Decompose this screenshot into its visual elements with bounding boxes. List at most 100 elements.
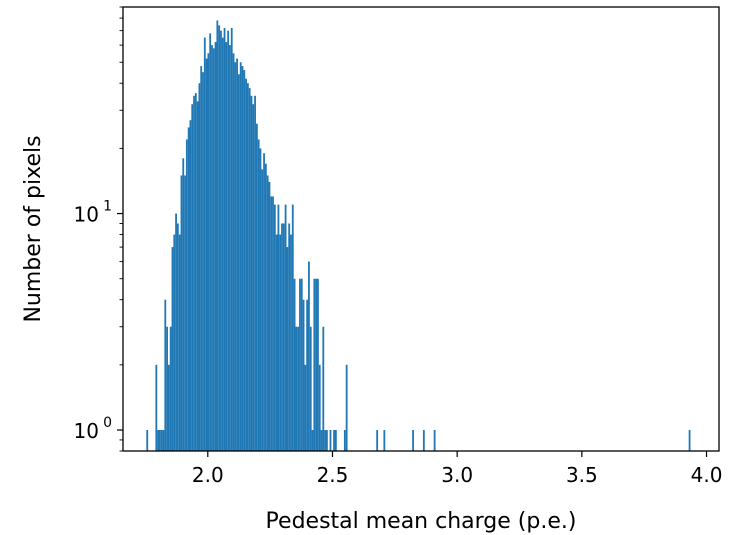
histogram-bar <box>309 326 312 451</box>
histogram-bar <box>302 299 305 451</box>
histogram-bar <box>184 175 186 451</box>
x-tick-label: 2.0 <box>192 463 224 487</box>
x-axis-ticks: 2.0 2.5 3.0 3.5 4.0 <box>192 451 722 487</box>
histogram-bar <box>176 223 179 451</box>
histogram-bar <box>264 163 267 451</box>
histogram-bar <box>333 430 335 451</box>
histogram-bar <box>286 247 289 451</box>
histogram-bar <box>322 326 325 451</box>
histogram-bar <box>252 104 255 452</box>
histogram-bar <box>343 430 346 451</box>
histogram-bar <box>182 158 185 452</box>
histogram-bar <box>232 53 235 452</box>
histogram-bar <box>291 204 294 451</box>
histogram-bar <box>239 62 242 451</box>
histogram-bars <box>146 20 691 452</box>
histogram-bar <box>220 30 222 451</box>
histogram-bar <box>279 234 282 451</box>
histogram-bar <box>221 37 224 452</box>
histogram-bar <box>433 430 436 451</box>
histogram-bar <box>304 364 307 451</box>
histogram-bar <box>383 430 386 451</box>
histogram-bar <box>315 278 318 451</box>
histogram-bar <box>155 364 158 451</box>
histogram-bar <box>318 364 321 451</box>
histogram-bar <box>166 326 168 451</box>
histogram-bar <box>288 223 291 451</box>
plot-frame <box>122 6 720 452</box>
histogram-bar <box>284 204 287 451</box>
histogram-bar <box>325 430 328 451</box>
histogram-bar <box>209 33 212 451</box>
histogram-bar <box>257 139 260 451</box>
histogram-bar <box>187 127 190 452</box>
histogram-bar <box>248 88 251 451</box>
histogram-bar <box>290 234 292 451</box>
y-tick-label: 10 <box>74 203 99 227</box>
histogram-bar <box>223 27 226 451</box>
histogram-bar <box>266 175 269 451</box>
histogram-bar <box>189 120 192 452</box>
histogram-bar <box>238 74 240 452</box>
histogram-bar <box>259 148 262 451</box>
histogram-bar <box>202 72 204 451</box>
histogram-bar <box>688 430 691 451</box>
histogram-bar <box>212 48 215 452</box>
histogram-bar <box>320 430 323 451</box>
histogram-bar <box>160 430 163 451</box>
histogram-bar <box>261 169 264 451</box>
histogram-bar <box>273 204 276 451</box>
histogram-bar <box>246 83 249 451</box>
histogram-bar <box>227 30 230 451</box>
histogram-bar <box>297 326 300 451</box>
histogram-bar <box>193 95 195 451</box>
histogram-bar <box>250 95 253 451</box>
histogram-bar <box>268 181 271 451</box>
histogram-bar <box>205 58 208 451</box>
y-tick-label-exponent: 1 <box>103 199 112 215</box>
histogram-bar <box>306 299 309 451</box>
histogram-bar <box>211 45 213 452</box>
histogram-bar <box>300 278 303 451</box>
histogram-bar <box>317 278 319 451</box>
histogram-bar <box>191 104 194 452</box>
histogram-bar <box>180 175 183 451</box>
histogram-bar <box>308 261 310 451</box>
histogram-bar <box>272 196 274 451</box>
histogram-bar <box>345 364 348 451</box>
histogram-bar <box>159 430 161 451</box>
histogram-bar <box>230 27 233 451</box>
histogram-bar <box>234 62 237 451</box>
histogram-bar <box>334 430 337 451</box>
histogram-bar <box>218 25 221 452</box>
histogram-bar <box>173 234 176 451</box>
histogram-bar <box>293 278 296 451</box>
x-axis-label: Pedestal mean charge (p.e.) <box>266 509 577 534</box>
histogram-bar <box>225 42 228 451</box>
y-tick-label-exponent: 0 <box>103 415 112 431</box>
histogram-bar <box>169 326 172 451</box>
histogram-bar <box>295 326 298 451</box>
histogram-bar <box>281 223 283 451</box>
histogram-bar <box>162 430 165 451</box>
histogram-bar <box>171 247 174 451</box>
histogram-bar <box>270 196 273 451</box>
x-tick-label: 3.0 <box>441 463 473 487</box>
histogram-bar <box>200 66 203 451</box>
histogram-bar <box>194 93 197 451</box>
histogram-bar <box>214 42 217 451</box>
histogram-bar <box>243 70 246 451</box>
histogram-bar <box>412 430 414 451</box>
histogram-bar <box>216 20 219 451</box>
histogram-bar <box>299 278 301 451</box>
histogram-bar <box>146 430 149 451</box>
histogram-bar <box>324 430 326 451</box>
histogram-bar <box>313 278 316 451</box>
histogram-bar <box>282 223 285 451</box>
y-axis-label: Number of pixels <box>21 135 46 322</box>
histogram-bar <box>275 234 278 451</box>
histogram-bar <box>198 83 201 451</box>
